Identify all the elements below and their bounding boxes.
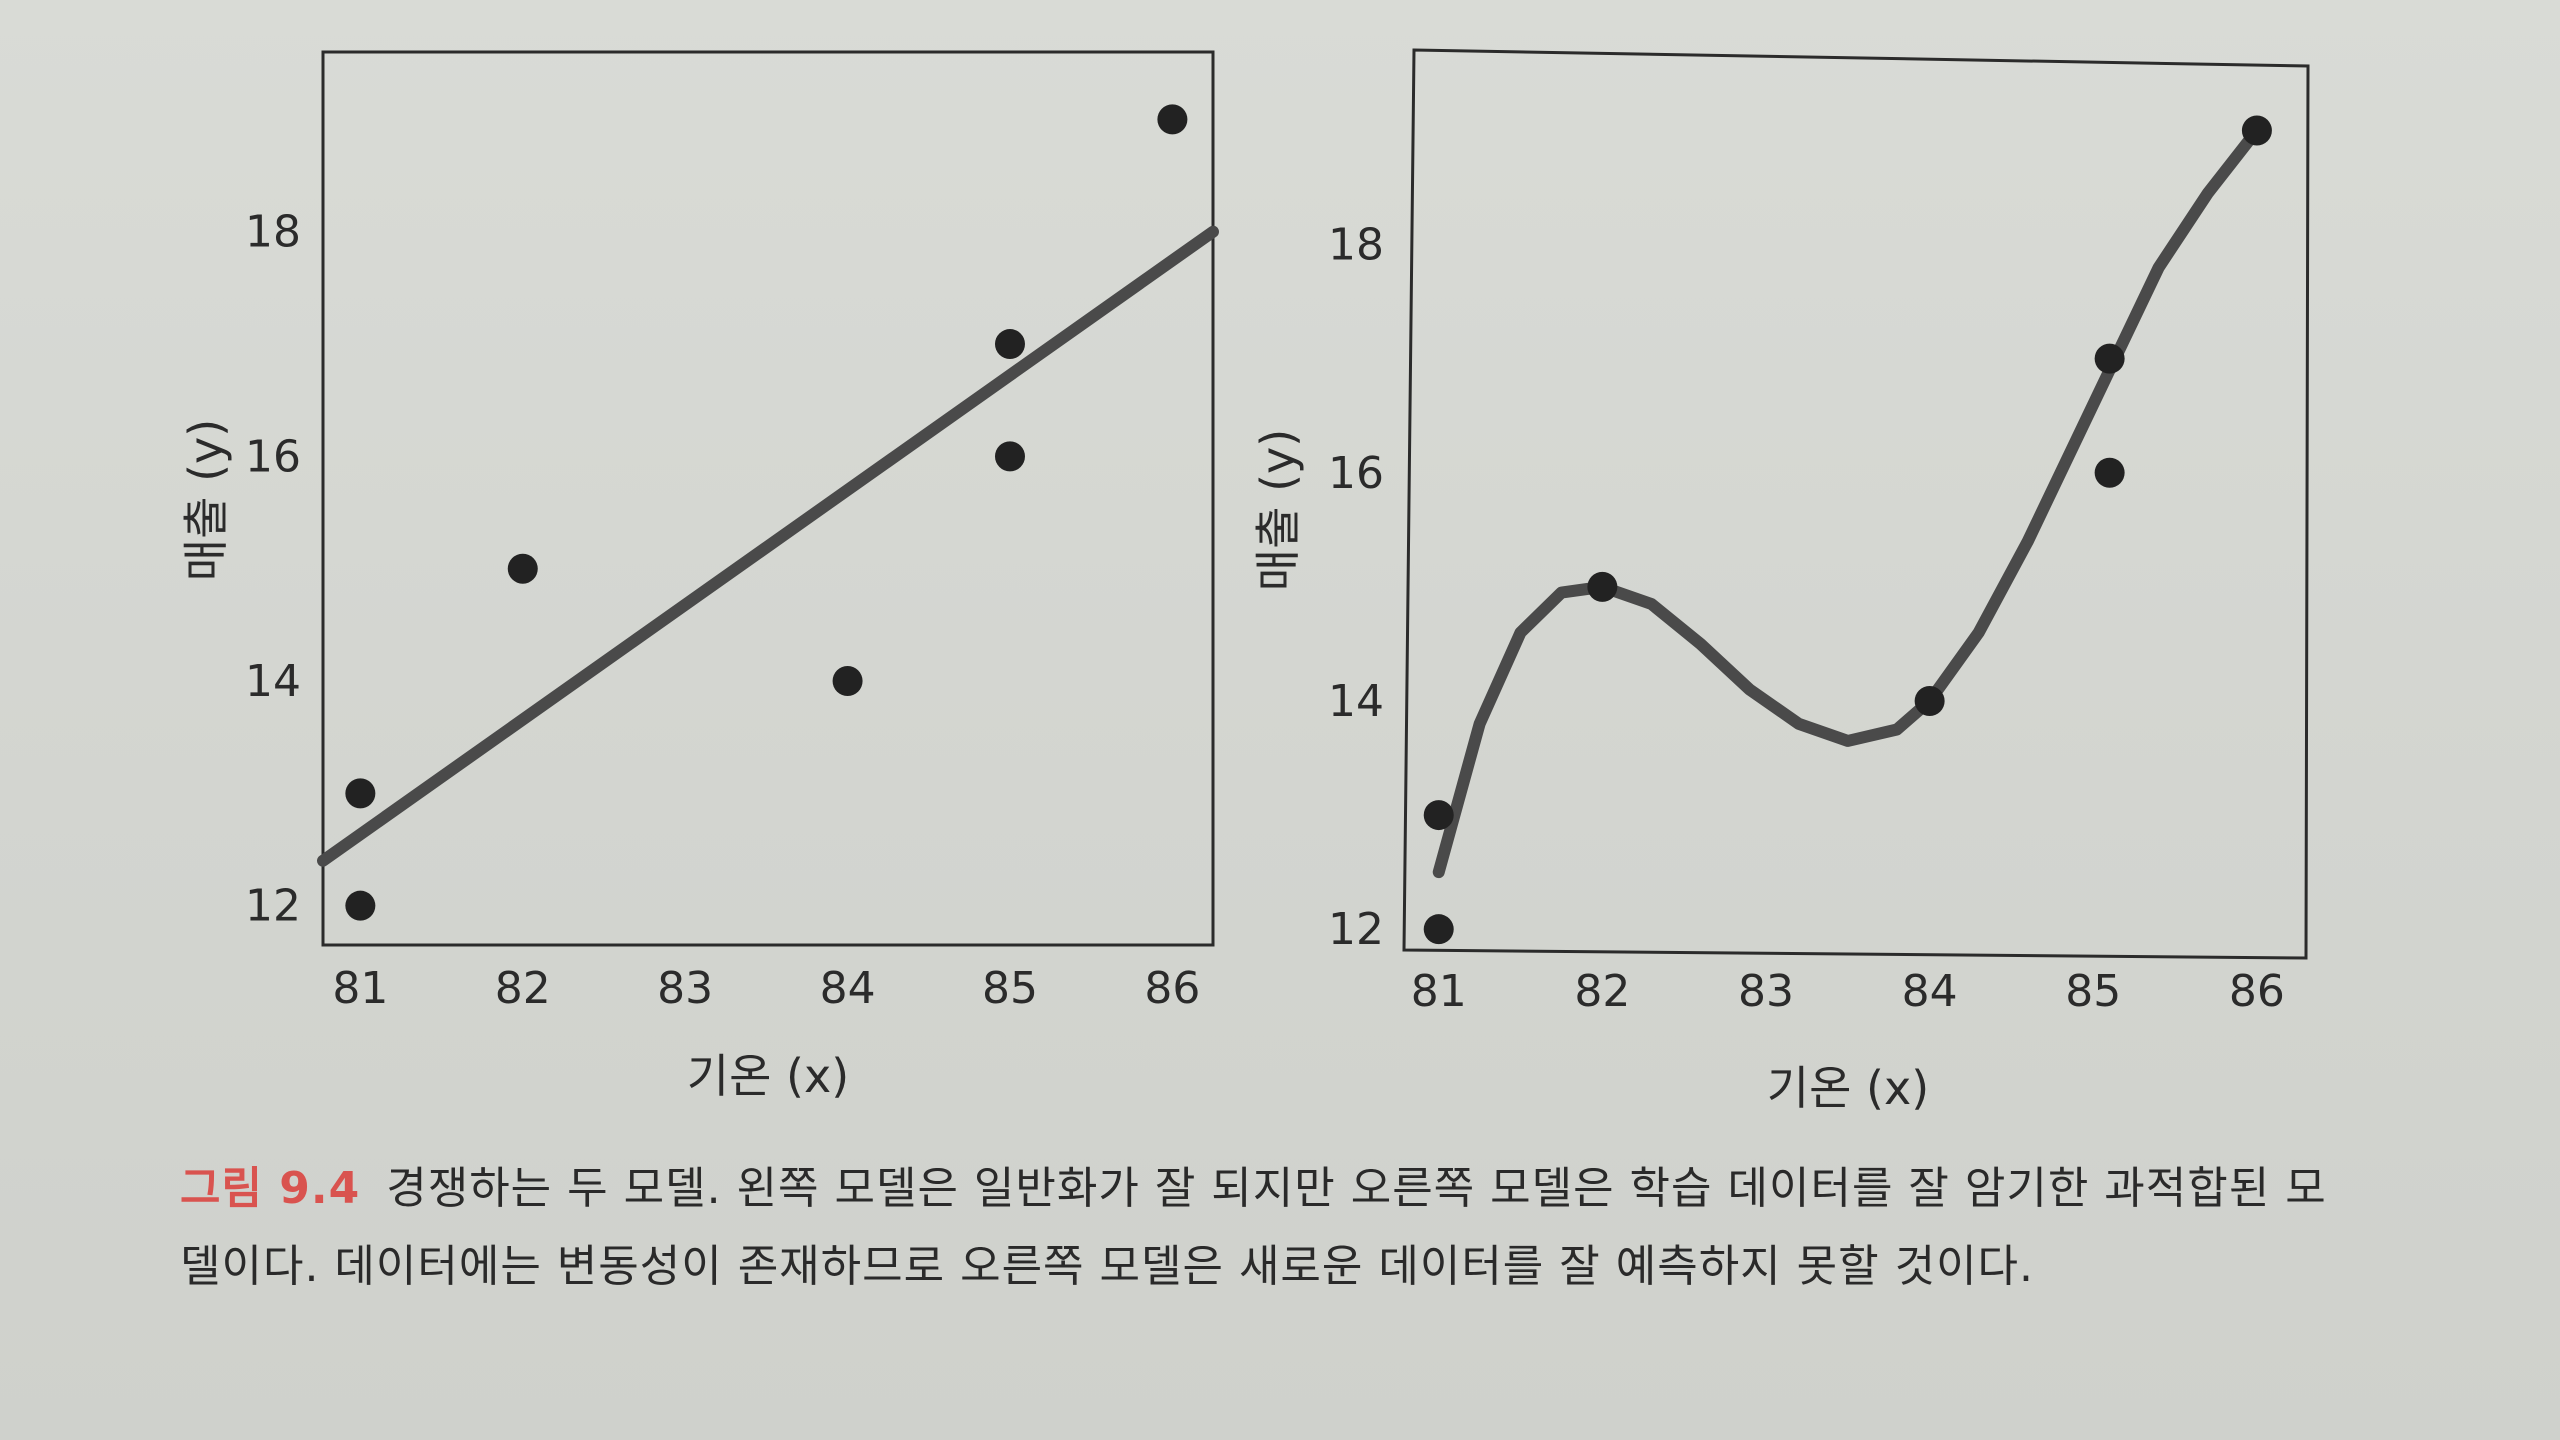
- right-chart-overfit-model: 81 82 83 84 85 86 12 14 16 18 기온 (x) 매출 (y): [1251, 48, 2310, 1115]
- right-data-point: [2241, 115, 2272, 146]
- left-data-point: [507, 553, 538, 584]
- left-chart-linear-model: 81 82 83 84 85 86 12 14 16 18 기온 (x) 매출 (y): [179, 50, 1219, 1103]
- figure-label: 그림 9.4: [180, 1163, 361, 1214]
- left-data-point: [345, 890, 376, 921]
- right-x-axis-label: 기온 (x): [1767, 1061, 1929, 1115]
- right-y-ticks: 12 14 16 18: [1328, 220, 1384, 956]
- right-x-tick-label: 85: [2065, 966, 2121, 1017]
- figure-caption: 그림 9.4 경쟁하는 두 모델. 왼쪽 모델은 일반화가 잘 되지만 오른쪽 모…: [180, 1150, 2340, 1306]
- left-x-tick-label: 81: [332, 963, 388, 1014]
- left-data-point: [832, 666, 863, 697]
- left-y-tick-label: 16: [245, 431, 301, 482]
- left-x-tick-label: 86: [1144, 963, 1200, 1014]
- right-data-point: [2094, 343, 2125, 374]
- left-data-point: [994, 329, 1025, 360]
- right-y-axis-label: 매출 (y): [1251, 429, 1305, 591]
- right-data-point: [2094, 457, 2125, 488]
- left-y-tick-label: 18: [245, 207, 301, 258]
- left-y-tick-label: 14: [245, 656, 301, 707]
- right-y-tick-label: 14: [1328, 676, 1384, 727]
- left-x-tick-label: 83: [657, 963, 713, 1014]
- right-data-point: [1914, 685, 1945, 716]
- fit-curve: [1432, 124, 2263, 879]
- left-data-point: [345, 778, 376, 809]
- right-x-tick-label: 81: [1411, 966, 1467, 1017]
- right-x-tick-label: 84: [1902, 966, 1958, 1017]
- left-data-points: [345, 104, 1188, 921]
- fit-line: [317, 225, 1219, 867]
- left-x-axis-label: 기온 (x): [687, 1049, 849, 1103]
- right-fit-curve: [1432, 124, 2263, 879]
- left-y-axis-label: 매출 (y): [179, 419, 233, 581]
- left-x-ticks: 81 82 83 84 85 86: [332, 963, 1200, 1014]
- left-data-point: [1157, 104, 1188, 135]
- right-y-tick-label: 16: [1328, 448, 1384, 499]
- left-x-tick-label: 85: [982, 963, 1038, 1014]
- caption-text: 경쟁하는 두 모델. 왼쪽 모델은 일반화가 잘 되지만 오른쪽 모델은 학습 …: [180, 1163, 2327, 1292]
- left-y-ticks: 12 14 16 18: [245, 207, 301, 932]
- right-data-point: [1587, 571, 1618, 602]
- right-x-tick-label: 82: [1574, 966, 1630, 1017]
- right-x-tick-label: 83: [1738, 966, 1794, 1017]
- right-data-point: [1423, 914, 1454, 945]
- left-data-point: [994, 441, 1025, 472]
- left-y-tick-label: 12: [245, 881, 301, 932]
- left-plot-frame: [321, 50, 1215, 947]
- left-x-tick-label: 82: [495, 963, 551, 1014]
- left-fit-line: [317, 225, 1219, 867]
- right-plot-frame: [1402, 48, 2310, 960]
- right-x-ticks: 81 82 83 84 85 86: [1411, 966, 2285, 1017]
- left-x-tick-label: 84: [820, 963, 876, 1014]
- right-y-tick-label: 18: [1328, 220, 1384, 271]
- right-data-points: [1423, 115, 2272, 945]
- right-y-tick-label: 12: [1328, 904, 1384, 955]
- right-x-tick-label: 86: [2229, 966, 2285, 1017]
- right-data-point: [1423, 800, 1454, 831]
